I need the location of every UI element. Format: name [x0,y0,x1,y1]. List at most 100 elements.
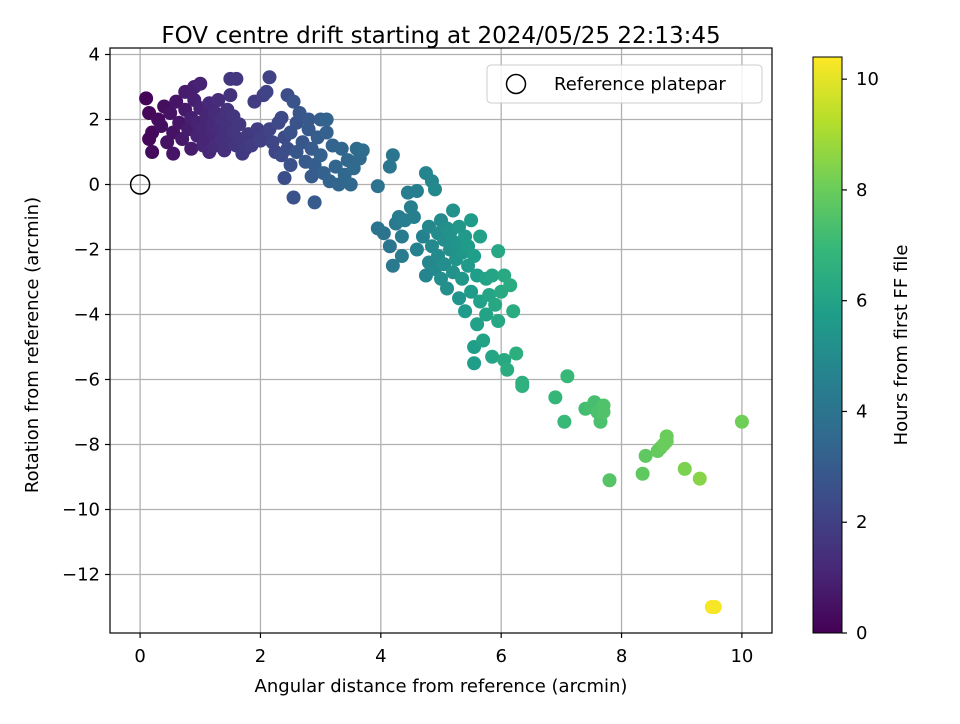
colorbar: 0 2 4 6 8 10 Hours from first FF file [812,56,912,644]
chart-title: FOV centre drift starting at 2024/05/25 … [161,23,720,49]
colorbar-tick-label: 8 [856,180,867,201]
y-tick-label: −10 [62,500,100,521]
scatter-point [446,203,461,218]
legend: Reference platepar [486,64,763,104]
scatter-point [638,448,653,463]
y-tick-label: 2 [89,110,100,131]
scatter-point [139,91,154,106]
scatter-point [560,369,575,384]
scatter-point [635,466,650,481]
colorbar-tick-label: 4 [856,401,867,422]
y-tick-label: −12 [62,565,100,586]
scatter-point [223,88,238,103]
scatter-point [427,182,442,197]
scatter-point [307,195,322,210]
scatter-point [500,362,515,377]
scatter-point [485,268,500,283]
scatter-point [319,125,334,140]
y-tick-label: −6 [73,370,100,391]
scatter-point [409,242,424,257]
scatter-point [355,143,370,158]
scatter-point [409,184,424,198]
scatter-point [488,297,503,312]
scatter-point [440,281,455,296]
scatter-point [455,271,470,286]
scatter-point [473,229,488,244]
scatter-point [301,112,316,127]
y-tick-label: 0 [89,175,100,196]
colorbar-tick-label: 10 [856,69,879,90]
scatter-point [506,304,521,319]
scatter-point [734,414,749,429]
scatter-point [464,284,479,299]
x-tick-label: 4 [375,646,386,667]
y-axis-label: Rotation from reference (arcmin) [22,197,43,493]
scatter-point [692,471,707,486]
scatter-point [452,291,467,306]
scatter-point [406,210,421,224]
scatter-point [145,145,160,159]
y-tick-label: −2 [73,240,100,261]
scatter-point [515,379,530,393]
scatter-point [229,71,244,86]
colorbar-label: Hours from first FF file [891,245,912,446]
colorbar-tick-label: 2 [856,512,867,533]
x-tick-label: 0 [134,646,145,667]
scatter-point [184,141,199,156]
reference-marker-layer [129,174,151,195]
scatter-point [458,304,473,319]
x-axis-ticks: 0 2 4 6 8 10 [134,633,753,667]
scatter-point [485,349,500,364]
colorbar-ticks: 0 2 4 6 8 10 [842,69,879,644]
scatter-point [259,84,274,99]
scatter-point [376,226,391,241]
scatter-point [479,307,494,322]
scatter-point [596,405,611,419]
scatter-point [319,112,334,127]
scatter-point [394,249,409,263]
x-tick-label: 6 [495,646,506,667]
legend-box [486,64,763,104]
y-tick-label: −8 [73,435,100,456]
y-axis-ticks: 4 2 0 −2 −4 −6 −8 −10 −12 [62,45,110,586]
colorbar-tick-label: 6 [856,291,867,312]
scatter-point [274,110,289,125]
x-tick-label: 10 [730,646,753,667]
scatter-point [491,244,506,259]
scatter-point [370,179,385,194]
scatter-point [286,94,301,109]
legend-marker-open-circle [505,73,527,95]
scatter-point [503,278,518,293]
colorbar-gradient [812,56,843,634]
legend-entry-reference-platepar: Reference platepar [554,74,726,95]
scatter-point [509,346,524,361]
scatter-point [470,317,485,332]
scatter-point [304,169,319,184]
scatter-point [476,333,491,348]
scatter-point [277,171,292,185]
scatter-point [677,461,692,476]
scatter-point [232,117,247,132]
scatter-point [557,414,572,429]
scatter-point [166,146,181,161]
scatter-point [262,70,277,85]
scatter-point [467,249,482,263]
scatter-point [382,159,397,174]
scatter-point [328,159,343,174]
scatter-point [283,158,298,172]
scatter-point [602,473,617,488]
reference-platepar-marker [129,174,151,195]
scatter-point [491,314,506,328]
scatter-point [313,148,328,163]
scatter-point [334,141,349,156]
scatter-point [548,390,563,405]
scatter-point [467,356,482,371]
y-tick-label: −4 [73,305,100,326]
scatter-point [382,239,397,254]
scatter-point [169,94,184,109]
scatter-point [301,122,316,137]
scatter-point [193,76,208,91]
scatter-point [163,106,178,120]
